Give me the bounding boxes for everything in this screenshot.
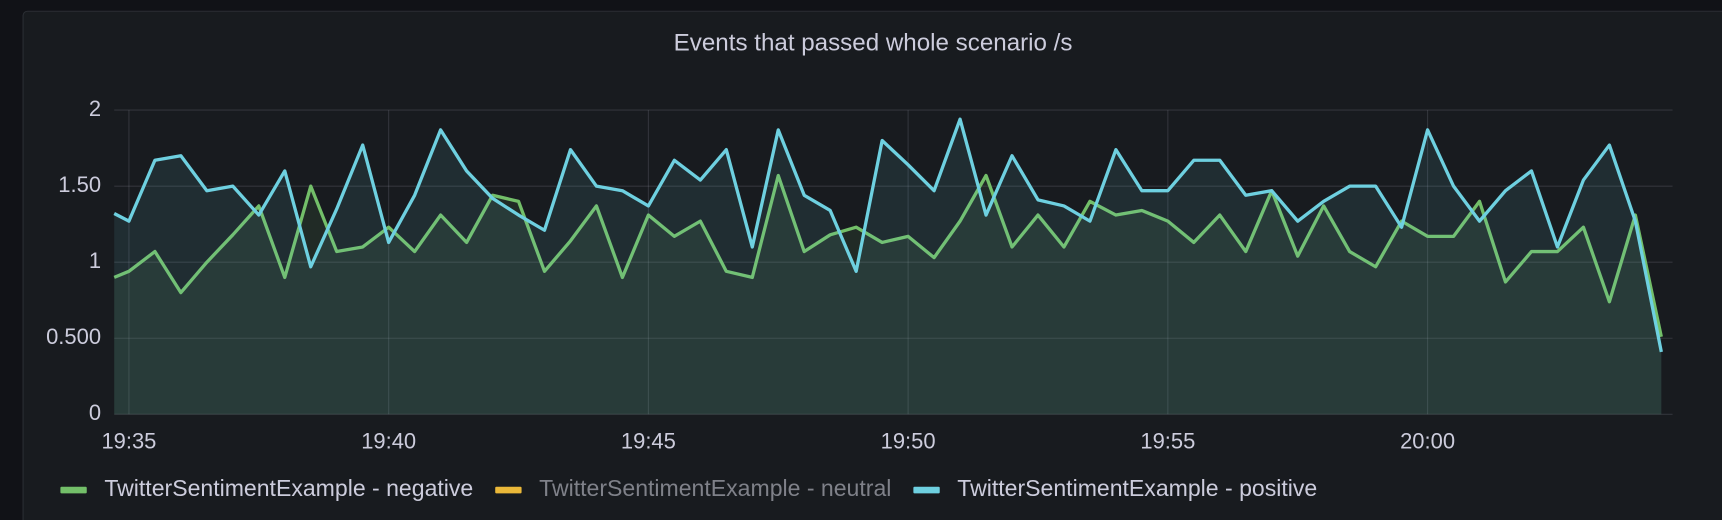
x-tick-label: 19:45 [621,429,676,454]
series-line [113,117,1663,353]
x-tick-label: 19:35 [101,429,156,454]
x-tick-label: 19:55 [1140,429,1195,454]
legend-swatch [495,486,522,494]
legend-label: TwitterSentimentExample - neutral [539,475,891,501]
x-tick-label: 20:00 [1400,429,1455,454]
legend-swatch [913,486,940,494]
y-tick-label: 2 [89,96,101,121]
legend-label: TwitterSentimentExample - negative [104,475,473,501]
y-tick-label: 0 [89,400,101,425]
x-tick-label: 19:40 [361,429,416,454]
chart-title: Events that passed whole scenario /s [674,30,1073,57]
legend-label: TwitterSentimentExample - positive [957,475,1317,501]
y-tick-label: 1 [89,248,101,273]
y-tick-label: 1.50 [58,172,101,197]
x-tick-label: 19:50 [881,429,936,454]
legend-swatch [60,486,87,494]
series-area [114,175,1662,415]
series-area [114,119,1662,415]
y-tick-label: 0.500 [46,324,101,349]
